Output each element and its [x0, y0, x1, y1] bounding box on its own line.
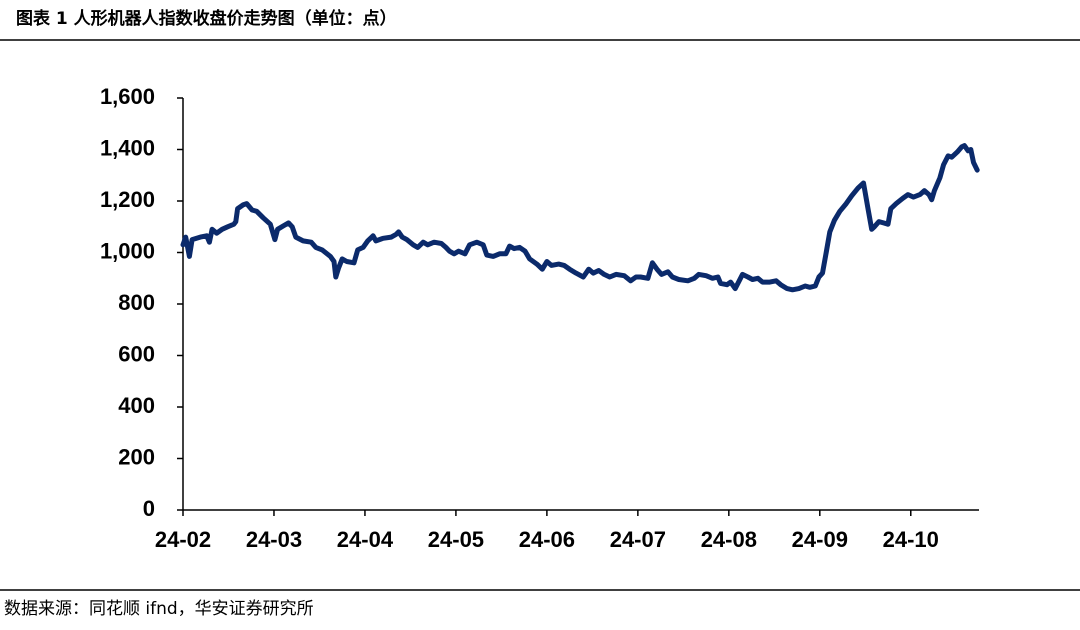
y-tick-label: 1,000: [100, 238, 155, 263]
y-tick-label: 400: [118, 393, 155, 418]
x-tick-label: 24-06: [519, 527, 575, 552]
source-note: 数据来源：同花顺 ifnd，华安证券研究所: [4, 599, 314, 619]
chart-title: 图表 1 人形机器人指数收盘价走势图（单位：点）: [16, 8, 397, 29]
x-tick-label: 24-10: [883, 527, 939, 552]
y-tick-label: 600: [118, 341, 155, 366]
x-tick-label: 24-05: [428, 527, 484, 552]
x-tick-label: 24-02: [155, 527, 211, 552]
y-tick-label: 800: [118, 290, 155, 315]
y-tick-label: 200: [118, 444, 155, 469]
x-tick-label: 24-07: [610, 527, 666, 552]
series-line: [180, 143, 980, 293]
x-tick-label: 24-03: [246, 527, 302, 552]
x-tick-label: 24-09: [792, 527, 848, 552]
y-tick-label: 0: [143, 496, 155, 521]
y-tick-label: 1,600: [100, 84, 155, 109]
x-tick-label: 24-04: [337, 527, 394, 552]
y-tick-label: 1,200: [100, 187, 155, 212]
y-tick-label: 1,400: [100, 135, 155, 160]
x-tick-label: 24-08: [701, 527, 757, 552]
